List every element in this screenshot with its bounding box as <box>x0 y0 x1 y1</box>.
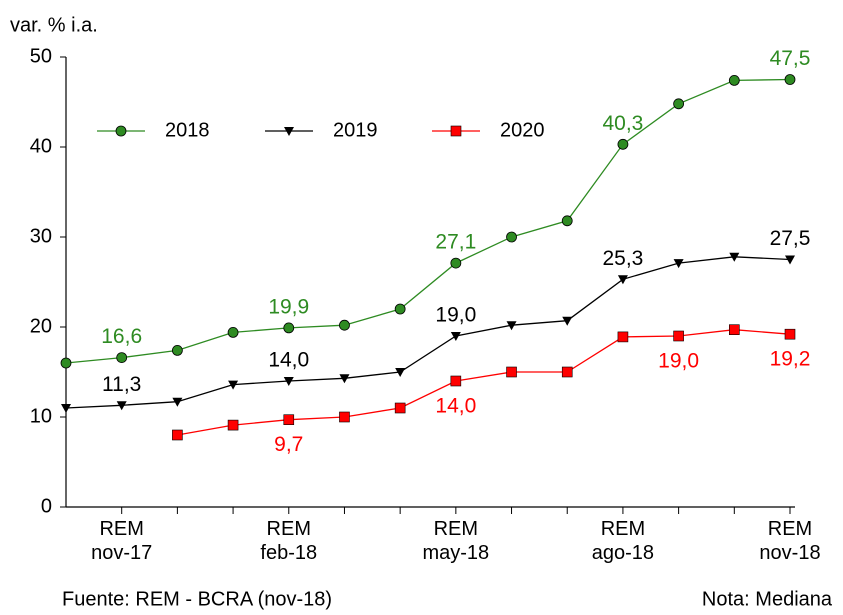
x-tick-label: REM nov-18 <box>759 518 821 564</box>
marker <box>729 324 740 336</box>
data-label: 25,3 <box>602 247 643 270</box>
data-label: 11,3 <box>102 373 141 396</box>
data-label: 27,5 <box>770 227 811 250</box>
data-label: 19,9 <box>268 295 309 318</box>
marker <box>450 332 461 341</box>
marker <box>673 259 684 269</box>
series-line <box>177 329 791 436</box>
source-note: Fuente: REM - BCRA (nov-18) <box>62 588 332 610</box>
data-label: 14,0 <box>268 349 309 372</box>
marker <box>339 319 350 331</box>
marker <box>617 331 629 343</box>
legend-label: 2019 <box>333 119 378 141</box>
marker <box>450 257 462 269</box>
y-tick-label: 0 <box>41 495 52 517</box>
x-tick-label: REM may-18 <box>422 518 490 564</box>
marker <box>283 414 295 426</box>
marker <box>450 375 462 387</box>
marker <box>394 402 406 414</box>
y-tick-label: 50 <box>30 45 52 67</box>
marker <box>228 380 239 390</box>
marker <box>116 352 128 364</box>
data-label: 19,2 <box>770 348 811 371</box>
x-tick-label: REM nov-17 <box>91 518 153 564</box>
marker <box>283 377 294 386</box>
marker <box>506 231 517 243</box>
y-axis-label: var. % i.a. <box>10 14 98 36</box>
marker <box>506 366 517 378</box>
data-label: 19,0 <box>658 350 699 373</box>
marker <box>115 125 127 137</box>
data-label: 19,0 <box>435 304 476 327</box>
footnote: Nota: Mediana <box>702 588 833 610</box>
marker <box>394 303 406 315</box>
marker <box>785 255 795 265</box>
marker <box>61 404 71 413</box>
marker <box>60 357 72 369</box>
x-tick-label: REM ago-18 <box>591 518 655 564</box>
marker <box>728 75 740 86</box>
marker <box>673 330 684 342</box>
data-label: 9,7 <box>274 433 303 456</box>
marker <box>172 397 183 407</box>
y-tick-label: 30 <box>30 225 52 247</box>
y-tick-label: 10 <box>30 405 52 427</box>
data-label: 47,5 <box>770 47 811 70</box>
marker <box>729 252 740 262</box>
data-label: 40,3 <box>602 112 643 135</box>
legend-label: 2020 <box>500 119 545 141</box>
marker <box>172 429 183 441</box>
marker <box>283 322 295 334</box>
marker <box>784 328 796 340</box>
marker <box>673 98 685 110</box>
data-label: 16,6 <box>101 325 142 348</box>
y-tick-label: 40 <box>30 135 52 157</box>
data-label: 27,1 <box>435 231 476 254</box>
marker <box>562 316 573 326</box>
marker <box>116 401 127 411</box>
marker <box>617 138 629 150</box>
x-tick-label: REM feb-18 <box>260 518 318 564</box>
marker <box>506 321 517 331</box>
marker <box>284 127 294 136</box>
y-tick-label: 20 <box>30 315 52 337</box>
marker <box>227 326 239 338</box>
marker <box>617 275 628 285</box>
marker <box>395 368 406 377</box>
legend-label: 2018 <box>165 119 210 141</box>
marker <box>784 74 796 85</box>
marker <box>561 366 573 378</box>
series-line <box>65 256 791 409</box>
marker <box>171 344 183 356</box>
marker <box>339 374 350 384</box>
marker <box>561 215 573 227</box>
marker <box>339 411 350 423</box>
marker <box>450 125 462 137</box>
series-line <box>65 78 791 364</box>
marker <box>227 419 239 431</box>
data-label: 14,0 <box>435 395 476 418</box>
